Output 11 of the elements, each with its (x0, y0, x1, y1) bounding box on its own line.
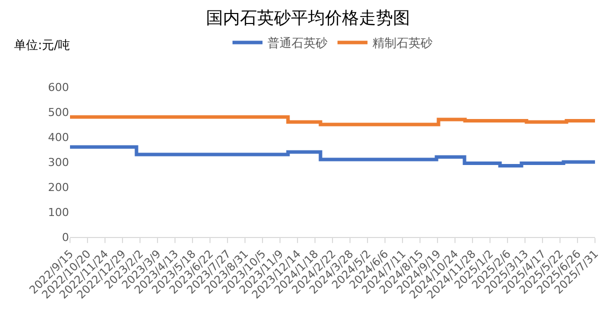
y-tick-label: 300 (48, 156, 69, 169)
text: 单位:元/吨 (14, 38, 70, 52)
y-tick-label: 500 (48, 106, 69, 119)
legend-label: 普通石英砂 (268, 36, 328, 50)
y-tick-label: 0 (62, 230, 69, 244)
y-tick-label: 400 (48, 130, 69, 144)
chart-title: 国内石英砂平均价格走势图 (206, 8, 410, 29)
y-tick-label: 600 (48, 80, 69, 94)
y-tick-label: 200 (48, 180, 69, 194)
y-tick-label: 100 (48, 206, 69, 219)
legend-label: 精制石英砂 (372, 36, 432, 50)
